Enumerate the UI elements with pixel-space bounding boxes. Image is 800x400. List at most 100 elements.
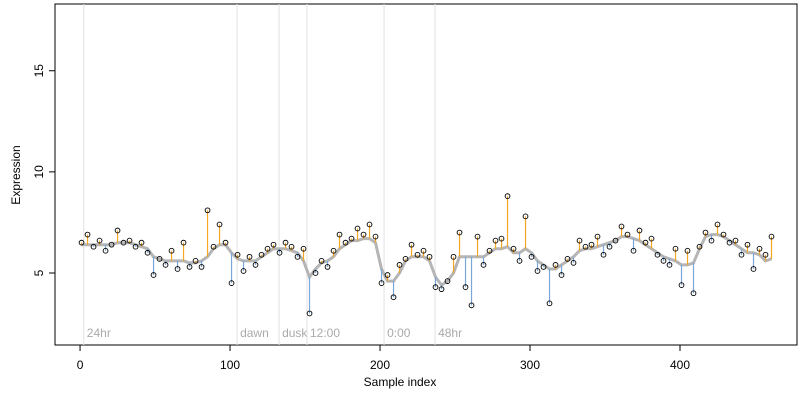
data-point: [246, 253, 253, 260]
data-point: [456, 229, 463, 236]
data-point: [630, 247, 637, 254]
data-point: [132, 243, 139, 250]
data-point: [120, 239, 127, 246]
data-point: [690, 290, 697, 297]
data-point: [684, 247, 691, 254]
data-point: [468, 302, 475, 309]
data-point: [288, 243, 295, 250]
data-point: [612, 237, 619, 244]
data-point: [648, 235, 655, 242]
data-point: [102, 247, 109, 254]
data-point: [168, 247, 175, 254]
data-point: [570, 260, 577, 266]
data-point: [618, 223, 625, 230]
y-tick-label: 10: [32, 165, 46, 179]
data-point: [426, 253, 433, 260]
data-point: [462, 284, 469, 291]
data-point: [438, 286, 445, 293]
data-point: [516, 258, 523, 264]
data-point: [276, 249, 283, 256]
data-point: [420, 247, 427, 254]
data-point: [282, 239, 289, 246]
data-point: [678, 282, 685, 288]
data-point: [114, 227, 121, 234]
marker-label: 0:00: [387, 326, 411, 340]
data-point: [594, 233, 601, 240]
data-point: [720, 231, 727, 238]
y-axis-label: Expression: [9, 145, 23, 204]
data-point: [624, 231, 631, 238]
data-point: [372, 233, 379, 240]
data-point: [522, 213, 529, 220]
data-point: [348, 235, 355, 242]
data-point: [666, 262, 673, 268]
data-point: [396, 262, 403, 268]
data-point: [696, 243, 703, 250]
data-point: [210, 243, 217, 250]
data-point: [270, 241, 277, 248]
fit-line: [81, 233, 772, 288]
data-point: [558, 272, 565, 278]
data-point: [384, 272, 391, 278]
data-point: [474, 233, 481, 240]
data-point: [498, 235, 505, 242]
data-point: [768, 233, 775, 240]
data-point: [306, 310, 313, 317]
data-point: [576, 237, 583, 244]
data-point: [300, 245, 307, 252]
data-point: [480, 262, 487, 268]
data-point: [198, 264, 205, 270]
data-point: [126, 237, 133, 244]
data-point: [360, 231, 367, 238]
data-point: [156, 255, 163, 262]
data-point: [318, 258, 325, 264]
data-point: [96, 237, 103, 244]
data-point: [84, 231, 91, 238]
data-point: [504, 193, 511, 199]
data-point: [222, 239, 229, 246]
x-tick-label: 100: [220, 358, 240, 372]
data-point: [708, 237, 715, 244]
data-point: [90, 243, 97, 250]
data-point: [342, 239, 349, 246]
data-point: [606, 243, 613, 250]
data-point: [636, 227, 643, 234]
data-point: [450, 253, 457, 260]
data-point: [564, 255, 571, 262]
data-point: [486, 247, 493, 254]
data-point: [354, 225, 361, 232]
data-point: [240, 268, 247, 274]
x-axis-label: Sample index: [364, 375, 437, 389]
data-point: [738, 251, 745, 258]
data-point: [492, 237, 499, 244]
data-point: [336, 231, 343, 238]
data-point: [510, 245, 517, 252]
data-point: [672, 245, 679, 252]
marker-label: 48hr: [438, 326, 462, 340]
data-point: [660, 258, 667, 264]
y-tick-label: 5: [32, 269, 46, 276]
x-tick-label: 300: [520, 358, 540, 372]
data-point: [642, 239, 649, 246]
x-tick-label: 400: [670, 358, 690, 372]
data-point: [144, 249, 151, 256]
data-point: [234, 251, 241, 258]
data-point: [702, 229, 709, 236]
data-point: [378, 280, 385, 286]
data-point: [150, 272, 157, 278]
data-point: [600, 251, 607, 258]
data-point: [204, 207, 211, 214]
marker-label: dusk: [282, 326, 308, 340]
data-point: [78, 239, 85, 246]
data-point: [252, 262, 259, 268]
data-point: [414, 251, 421, 258]
data-point: [654, 251, 661, 258]
data-point: [264, 245, 271, 252]
data-point: [432, 284, 439, 291]
data-point: [714, 221, 721, 228]
data-point: [324, 264, 331, 270]
data-point: [258, 251, 265, 258]
data-point: [726, 239, 733, 246]
data-point: [162, 262, 169, 268]
